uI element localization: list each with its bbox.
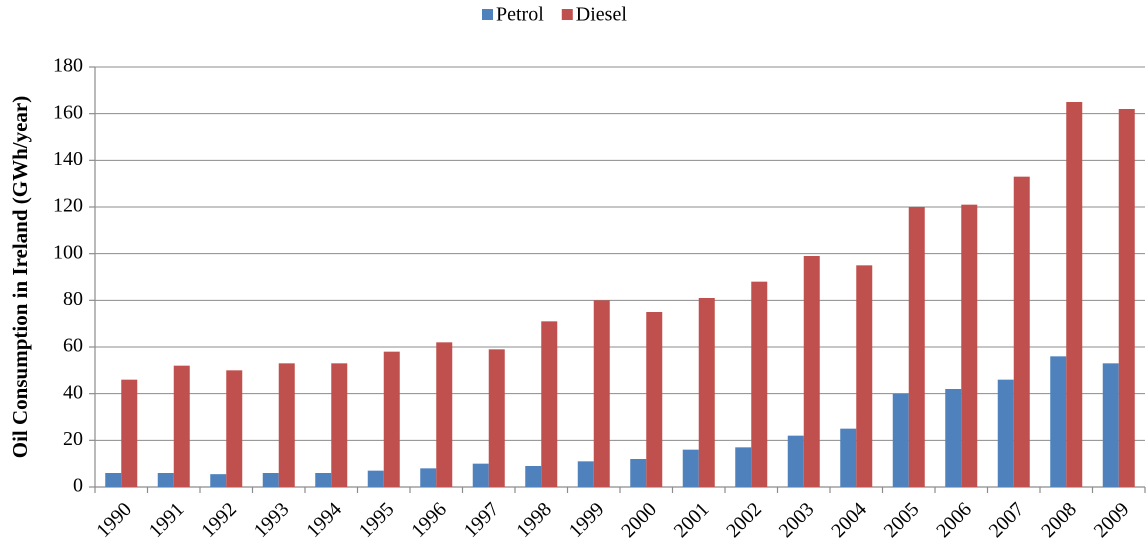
bar [121,379,138,487]
bar [593,300,610,487]
x-tick-label: 1998 [512,498,556,542]
bar [961,204,978,487]
x-tick-label: 2005 [880,498,924,542]
bar [331,363,348,487]
bar [315,473,332,487]
x-tick-label: 2007 [985,498,1029,542]
x-tick-label: 1991 [145,498,189,542]
x-tick-label: 2001 [670,498,714,542]
bar [892,393,909,487]
x-tick-label: 1995 [355,498,399,542]
legend-swatch [482,9,493,20]
bar [157,473,174,487]
bar [383,351,400,487]
bar [1013,176,1030,487]
bar [226,370,243,487]
bar [525,466,542,487]
x-tick-label: 2003 [775,498,819,542]
bar [1050,356,1067,487]
x-tick-label: 2002 [722,498,766,542]
x-tick-label: 1990 [92,498,136,542]
bar [682,449,699,487]
bar [262,473,279,487]
bar [105,473,122,487]
bar [735,447,752,487]
x-tick-label: 2000 [617,498,661,542]
bar [173,365,190,487]
x-tick-label: 2009 [1090,498,1134,542]
y-tick-label: 180 [53,55,83,77]
bar [472,463,489,487]
bar [367,470,384,487]
x-tick-label: 2006 [932,498,976,542]
bar [803,256,820,487]
legend-swatch [561,9,573,20]
y-tick-label: 160 [53,101,83,123]
bar [751,281,768,487]
bar [541,321,558,487]
y-tick-label: 60 [63,335,83,357]
bar [945,389,962,487]
bar [908,207,925,487]
y-axis-label: Oil Consumption in Ireland (GWh/year) [8,96,32,459]
y-tick-label: 40 [63,381,83,403]
x-tick-label: 1993 [250,498,294,542]
bar [840,428,857,487]
bar [1118,109,1135,487]
y-tick-label: 0 [73,475,83,497]
x-tick-label: 1996 [407,498,451,542]
x-tick-label: 1994 [302,498,346,542]
x-tick-label: 1999 [565,498,609,542]
legend-label: Petrol [496,4,544,26]
bar [646,312,663,487]
bar [698,298,715,487]
x-tick-label: 1997 [460,498,504,542]
y-tick-label: 120 [53,195,83,217]
bar [787,435,804,487]
bar [436,342,453,487]
bar [210,474,227,487]
bar [488,349,505,487]
x-tick-label: 2004 [827,498,871,542]
bar [997,379,1014,487]
bar [1066,102,1083,487]
bar [420,468,437,487]
bar [577,461,594,487]
x-tick-label: 2008 [1037,498,1081,542]
y-tick-label: 80 [63,288,83,310]
y-tick-label: 140 [53,148,83,170]
y-tick-label: 100 [53,241,83,263]
bar [278,363,295,487]
bar [630,459,647,487]
bar [1102,363,1119,487]
x-tick-label: 1992 [197,498,241,542]
legend-label: Diesel [576,4,628,26]
y-tick-label: 20 [63,428,83,450]
bar [856,265,873,487]
